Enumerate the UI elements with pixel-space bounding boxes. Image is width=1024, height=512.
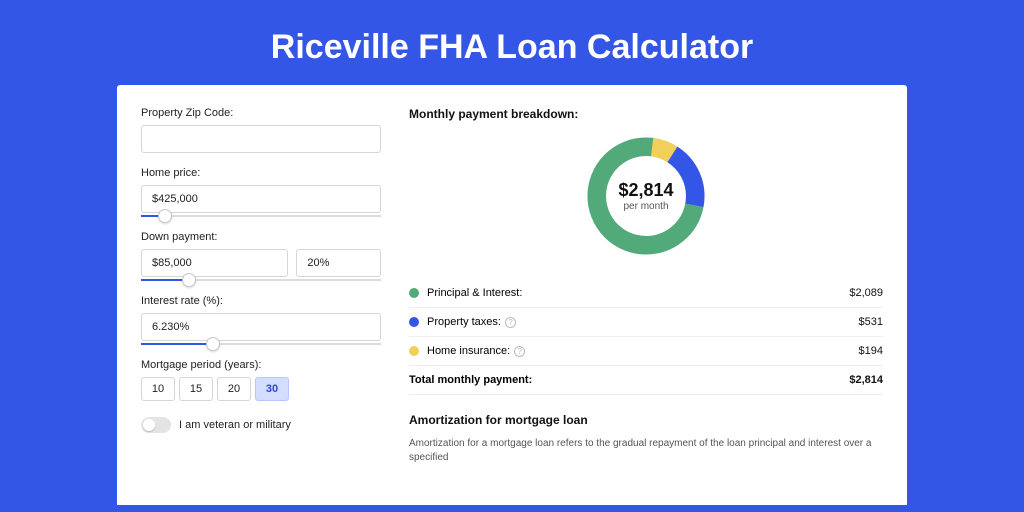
donut-chart-wrap: $2,814 per month (409, 131, 883, 261)
zip-input[interactable] (141, 125, 381, 153)
interest-rate-field: Interest rate (%): (141, 295, 381, 345)
calculator-card: Property Zip Code: Home price: Down paym… (117, 85, 907, 505)
legend-value: $194 (859, 345, 883, 357)
legend-label: Property taxes:? (427, 316, 859, 328)
period-button-30[interactable]: 30 (255, 377, 289, 401)
breakdown-title: Monthly payment breakdown: (409, 107, 883, 121)
veteran-row: I am veteran or military (141, 417, 381, 433)
amortization-title: Amortization for mortgage loan (409, 413, 883, 427)
info-icon[interactable]: ? (514, 346, 525, 357)
legend-dot-icon (409, 317, 419, 327)
legend-row: Home insurance:?$194 (409, 337, 883, 366)
legend-row: Property taxes:?$531 (409, 308, 883, 337)
home-price-input[interactable] (141, 185, 381, 213)
legend-value: $531 (859, 316, 883, 328)
home-price-slider[interactable] (141, 215, 381, 217)
amortization-section: Amortization for mortgage loan Amortizat… (409, 413, 883, 465)
down-payment-percent-input[interactable] (296, 249, 381, 277)
period-button-15[interactable]: 15 (179, 377, 213, 401)
interest-rate-label: Interest rate (%): (141, 295, 381, 307)
input-column: Property Zip Code: Home price: Down paym… (141, 107, 381, 505)
legend-list: Principal & Interest:$2,089Property taxe… (409, 279, 883, 366)
down-payment-label: Down payment: (141, 231, 381, 243)
total-value: $2,814 (849, 374, 883, 386)
veteran-label: I am veteran or military (179, 419, 291, 431)
zip-field: Property Zip Code: (141, 107, 381, 153)
legend-dot-icon (409, 346, 419, 356)
donut-chart: $2,814 per month (581, 131, 711, 261)
down-payment-field: Down payment: (141, 231, 381, 281)
legend-row: Principal & Interest:$2,089 (409, 279, 883, 308)
period-button-20[interactable]: 20 (217, 377, 251, 401)
zip-label: Property Zip Code: (141, 107, 381, 119)
mortgage-period-label: Mortgage period (years): (141, 359, 381, 371)
down-payment-amount-input[interactable] (141, 249, 288, 277)
legend-dot-icon (409, 288, 419, 298)
period-button-10[interactable]: 10 (141, 377, 175, 401)
breakdown-column: Monthly payment breakdown: $2,814 per mo… (409, 107, 883, 505)
donut-center: $2,814 per month (581, 131, 711, 261)
interest-rate-slider[interactable] (141, 343, 381, 345)
info-icon[interactable]: ? (505, 317, 516, 328)
total-label: Total monthly payment: (409, 374, 849, 386)
period-button-group: 10152030 (141, 377, 381, 401)
home-price-field: Home price: (141, 167, 381, 217)
legend-value: $2,089 (849, 287, 883, 299)
toggle-knob (143, 419, 155, 431)
veteran-toggle[interactable] (141, 417, 171, 433)
amortization-text: Amortization for a mortgage loan refers … (409, 437, 883, 465)
total-row: Total monthly payment: $2,814 (409, 366, 883, 395)
donut-amount: $2,814 (618, 180, 673, 201)
page-title: Riceville FHA Loan Calculator (0, 0, 1024, 85)
interest-rate-input[interactable] (141, 313, 381, 341)
legend-label: Home insurance:? (427, 345, 859, 357)
donut-sub: per month (623, 201, 668, 212)
mortgage-period-field: Mortgage period (years): 10152030 (141, 359, 381, 401)
legend-label: Principal & Interest: (427, 287, 849, 299)
down-payment-slider[interactable] (141, 279, 381, 281)
home-price-label: Home price: (141, 167, 381, 179)
